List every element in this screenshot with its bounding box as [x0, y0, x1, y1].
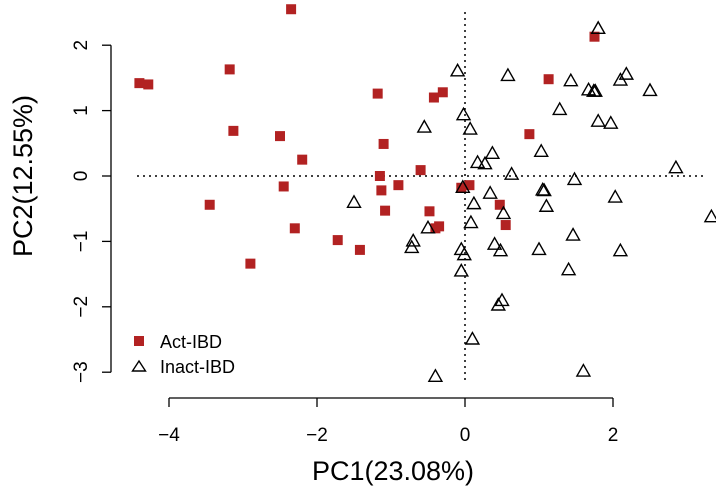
y-tick-label: 2 — [71, 40, 92, 51]
point-act-ibd — [424, 206, 435, 217]
point-inact-ibd — [466, 195, 482, 210]
point-inact-ibd — [590, 113, 606, 127]
point-inact-ibd — [455, 179, 471, 193]
point-act-ibd — [278, 181, 289, 192]
point-inact-ibd — [469, 154, 486, 169]
point-inact-ibd — [533, 143, 549, 158]
point-inact-ibd — [486, 236, 503, 250]
point-act-ibd — [378, 138, 389, 149]
point-act-ibd — [464, 180, 475, 191]
point-inact-ibd — [703, 208, 716, 223]
point-inact-ibd — [462, 121, 478, 135]
point-inact-ibd — [455, 106, 472, 121]
point-inact-ibd — [420, 219, 436, 234]
point-inact-ibd — [607, 189, 623, 203]
point-inact-ibd — [495, 205, 512, 220]
point-act-ibd — [524, 129, 535, 140]
y-tick-label: −2 — [71, 296, 92, 318]
y-axis-title: PC2(12.55%) — [8, 95, 38, 257]
point-inact-ibd — [449, 62, 466, 77]
point-act-ibd — [434, 221, 445, 232]
point-inact-ibd — [560, 261, 577, 276]
point-act-ibd — [589, 31, 600, 42]
point-act-ibd — [204, 199, 215, 210]
point-act-ibd — [354, 244, 365, 255]
point-inact-ibd — [566, 171, 583, 186]
point-inact-ibd — [456, 246, 472, 261]
point-inact-ibd — [427, 368, 444, 382]
point-inact-ibd — [482, 185, 498, 199]
x-tick-label: −4 — [158, 425, 180, 446]
y-tick-label: 0 — [71, 171, 92, 182]
point-inact-ibd — [587, 83, 603, 97]
point-inact-ibd — [531, 241, 547, 256]
point-inact-ibd — [538, 198, 555, 212]
legend-marker-act-ibd — [134, 336, 144, 346]
reference-lines — [137, 12, 706, 382]
point-inact-ibd — [642, 82, 658, 97]
point-act-ibd — [376, 185, 387, 196]
point-inact-ibd — [590, 20, 606, 35]
point-act-ibd — [494, 199, 505, 210]
point-act-ibd — [393, 180, 404, 191]
point-inact-ibd — [668, 159, 684, 174]
y-tick-label: −1 — [71, 231, 92, 253]
point-inact-ibd — [492, 242, 509, 257]
point-inact-ibd — [500, 67, 516, 82]
point-inact-ibd — [463, 214, 479, 229]
point-inact-ibd — [453, 263, 469, 277]
point-act-ibd — [143, 79, 154, 90]
point-inact-ibd — [536, 182, 552, 197]
point-inact-ibd — [464, 331, 481, 345]
point-act-ibd — [275, 131, 285, 142]
point-act-ibd — [500, 220, 511, 231]
point-act-ibd — [372, 88, 383, 99]
point-inact-ibd — [346, 194, 362, 209]
point-inact-ibd — [565, 227, 581, 241]
point-inact-ibd — [477, 155, 493, 170]
point-act-ibd — [380, 205, 391, 216]
x-axis: −4 −2 0 2 — [158, 397, 619, 446]
point-act-ibd — [286, 4, 297, 15]
point-inact-ibd — [603, 115, 619, 129]
x-tick-label: −2 — [306, 425, 328, 446]
legend-label-act-ibd: Act-IBD — [160, 332, 222, 352]
point-act-ibd — [228, 125, 239, 136]
legend: Act-IBD Inact-IBD — [131, 332, 235, 377]
point-act-ibd — [456, 182, 467, 193]
point-inact-ibd — [612, 242, 629, 257]
point-inact-ibd — [503, 166, 520, 180]
point-inact-ibd — [575, 363, 592, 377]
legend-marker-inact-ibd — [131, 359, 147, 372]
point-inact-ibd — [618, 66, 635, 80]
legend-label-inact-ibd: Inact-IBD — [160, 357, 235, 377]
point-inact-ibd — [490, 297, 506, 311]
point-act-ibd — [297, 154, 308, 165]
point-inact-ibd — [484, 145, 501, 159]
point-inact-ibd — [563, 72, 579, 87]
point-act-ibd — [415, 165, 426, 176]
point-act-ibd — [543, 74, 554, 85]
point-act-ibd — [374, 171, 385, 181]
x-tick-label: 2 — [608, 425, 619, 446]
point-inact-ibd — [404, 239, 420, 254]
data-points — [134, 4, 716, 382]
y-tick-label: 1 — [71, 105, 92, 116]
point-act-ibd — [428, 92, 439, 103]
point-act-ibd — [224, 64, 235, 75]
point-act-ibd — [332, 235, 343, 246]
point-act-ibd — [245, 258, 256, 269]
point-act-ibd — [289, 223, 300, 234]
y-axis: −3 −2 −1 0 1 2 — [71, 40, 112, 383]
point-inact-ibd — [416, 119, 432, 133]
point-act-ibd — [134, 78, 145, 89]
x-axis-title: PC1(23.08%) — [312, 456, 474, 486]
y-tick-label: −3 — [71, 361, 92, 383]
point-act-ibd — [437, 87, 448, 98]
point-inact-ibd — [552, 101, 568, 116]
x-tick-label: 0 — [460, 425, 471, 446]
point-inact-ibd — [405, 232, 421, 247]
